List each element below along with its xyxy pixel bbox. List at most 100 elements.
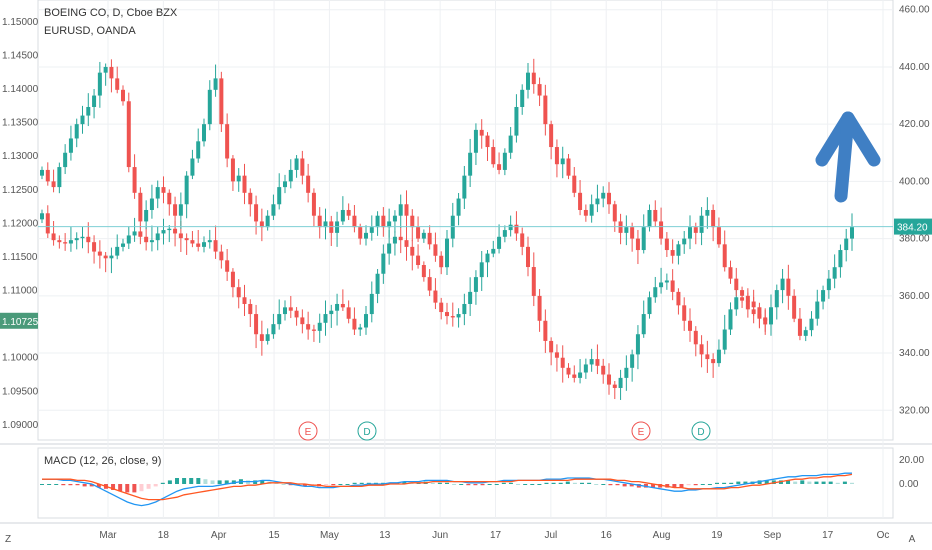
boeing-candle	[265, 215, 270, 228]
event-marker-label: E	[305, 427, 312, 438]
eurusd-candle	[398, 236, 403, 241]
current-price-badge	[894, 218, 932, 235]
event-marker	[298, 421, 318, 441]
boeing-candle	[595, 198, 600, 205]
eurusd-candle	[45, 213, 50, 234]
macd-histogram-bar	[722, 482, 727, 484]
event-marker	[691, 421, 711, 441]
eurusd-candle	[543, 320, 548, 341]
x-axis-label: Aug	[653, 530, 671, 541]
boeing-candle	[520, 89, 525, 107]
macd-histogram-bar	[331, 484, 336, 486]
boeing-candle	[508, 135, 513, 153]
boeing-candle	[352, 215, 357, 228]
boeing-candle	[358, 227, 363, 239]
eurusd-candle	[230, 271, 235, 288]
eurusd-candle	[277, 314, 282, 325]
boeing-candle	[369, 227, 374, 233]
eurusd-candle	[387, 243, 392, 254]
eurusd-candle	[375, 273, 380, 294]
eurusd-candle	[178, 233, 183, 239]
macd-histogram-bar	[345, 484, 350, 485]
eurusd-candle	[190, 240, 195, 244]
macd-histogram-bar	[736, 481, 741, 484]
boeing-candle	[178, 204, 183, 216]
eurusd-candle	[63, 242, 68, 244]
macd-histogram-bar	[146, 484, 151, 489]
macd-histogram-bar	[402, 481, 407, 484]
boeing-candle	[612, 204, 617, 222]
eurusd-candle	[653, 287, 658, 298]
eurusd-candle	[514, 224, 519, 234]
left-price-label: 1.10725	[2, 317, 39, 328]
macd-histogram-bar	[580, 482, 584, 484]
eurusd-candle	[433, 290, 438, 303]
eurusd-candle	[647, 297, 652, 315]
eurusd-candle	[583, 364, 588, 373]
left-price-badge	[0, 312, 38, 329]
eurusd-candle	[86, 236, 91, 243]
eurusd-candle	[670, 280, 675, 292]
right-axis-tick: 360.00	[899, 291, 930, 302]
macd-line	[42, 472, 852, 507]
macd-histogram-bar	[693, 484, 698, 486]
boeing-candle	[826, 278, 831, 291]
main-pane	[37, 0, 894, 441]
eurusd-candle	[502, 230, 507, 237]
boeing-candle	[797, 318, 802, 336]
x-axis-label: Apr	[211, 530, 227, 541]
eurusd-candle	[167, 228, 172, 231]
eurusd-candle	[126, 235, 131, 244]
x-axis-label: Oc	[877, 530, 890, 541]
boeing-candle	[653, 209, 658, 222]
boeing-candle	[630, 227, 635, 239]
boeing-candle	[277, 187, 282, 205]
macd-histogram-bar	[807, 481, 812, 484]
eurusd-candle	[352, 318, 357, 330]
boeing-candle	[722, 244, 727, 268]
macd-histogram-bar	[437, 482, 442, 484]
eurusd-candle	[728, 309, 733, 330]
boeing-candle	[184, 175, 189, 205]
eurusd-candle	[161, 230, 166, 234]
boeing-candle	[190, 158, 195, 176]
boeing-candle	[745, 295, 750, 302]
left-axis-tick: 1.11000	[2, 286, 38, 297]
macd-histogram-bar	[828, 481, 833, 484]
macd-histogram-bar	[707, 484, 712, 485]
boeing-candle	[57, 167, 62, 188]
eurusd-candle	[115, 246, 120, 256]
boeing-candle	[121, 89, 125, 102]
boeing-candle	[138, 192, 143, 222]
macd-histogram-bar	[302, 484, 307, 487]
boeing-candle	[583, 209, 588, 216]
left-axis-tick: 1.14000	[2, 84, 39, 95]
boeing-candle	[740, 290, 745, 296]
eurusd-candle	[213, 240, 218, 252]
macd-histogram-bar	[338, 484, 343, 485]
left-axis-tick: 1.12000	[2, 218, 39, 229]
event-marker	[357, 421, 377, 441]
eurusd-candle	[51, 233, 56, 241]
boeing-candle	[92, 95, 97, 107]
eurusd-candle	[560, 357, 565, 368]
boeing-candle	[473, 129, 478, 153]
macd-histogram-bar	[160, 482, 165, 484]
boeing-candle	[566, 158, 571, 176]
eurusd-candle	[589, 359, 594, 365]
boeing-candle	[780, 278, 785, 291]
boeing-candle	[45, 169, 50, 182]
right-axis-tick: 440.00	[899, 62, 930, 73]
boeing-candle	[40, 169, 44, 176]
boeing-candle	[607, 192, 611, 205]
eurusd-candle	[155, 233, 160, 241]
boeing-candle	[294, 158, 299, 170]
macd-histogram-bar	[68, 484, 73, 486]
eurusd-candle	[236, 287, 241, 298]
boeing-candle	[271, 204, 276, 216]
macd-histogram-bar	[125, 484, 130, 493]
boeing-candle	[381, 215, 386, 228]
eurusd-candle	[682, 305, 687, 321]
boeing-candle	[433, 244, 438, 256]
